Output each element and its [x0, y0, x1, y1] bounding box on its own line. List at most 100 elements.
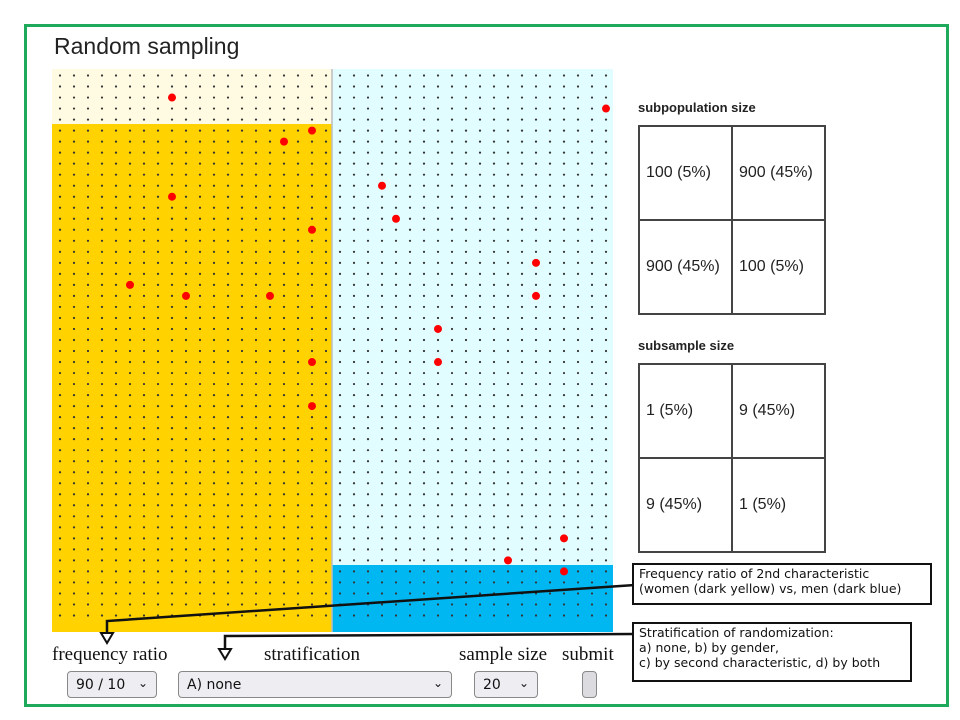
population-individual	[366, 614, 370, 617]
population-individual	[408, 305, 412, 309]
population-individual	[156, 416, 160, 419]
population-individual	[450, 85, 454, 88]
population-individual	[562, 140, 566, 143]
population-individual	[380, 206, 384, 209]
population-individual	[478, 570, 482, 573]
population-individual	[562, 405, 566, 408]
population-individual	[170, 548, 174, 551]
population-individual	[310, 349, 314, 353]
population-individual	[422, 140, 426, 143]
population-individual	[562, 239, 566, 242]
population-individual	[212, 438, 216, 441]
population-individual	[492, 250, 496, 253]
population-individual	[590, 360, 594, 364]
population-individual	[450, 371, 454, 375]
population-individual	[268, 548, 272, 551]
population-individual	[142, 504, 146, 507]
population-individual	[58, 228, 62, 231]
population-individual	[226, 427, 230, 430]
population-individual	[520, 438, 524, 441]
stratification-select[interactable]: A) none ⌄	[178, 671, 452, 698]
population-individual	[464, 559, 468, 562]
population-individual	[86, 482, 90, 485]
population-individual	[324, 129, 328, 132]
sample-size-select[interactable]: 20 ⌄	[474, 671, 538, 698]
population-individual	[170, 305, 174, 309]
subpopulation-cell: 900 (45%)	[638, 219, 733, 315]
population-individual	[100, 471, 104, 474]
population-individual	[114, 471, 118, 474]
population-individual	[394, 162, 398, 165]
population-individual	[142, 294, 146, 297]
population-individual	[128, 581, 132, 584]
population-individual	[534, 592, 538, 595]
population-individual	[324, 294, 328, 297]
population-individual	[114, 416, 118, 419]
population-individual	[604, 228, 608, 231]
population-individual	[380, 294, 384, 297]
population-individual	[492, 570, 496, 573]
population-individual	[352, 393, 356, 397]
population-individual	[184, 173, 188, 176]
population-individual	[254, 382, 258, 386]
population-individual	[310, 371, 314, 375]
population-individual	[142, 592, 146, 595]
population-individual	[226, 438, 230, 441]
population-individual	[394, 272, 398, 275]
population-individual	[380, 118, 384, 121]
population-individual	[492, 471, 496, 474]
population-individual	[506, 96, 510, 99]
population-individual	[464, 184, 468, 187]
population-individual	[366, 316, 370, 320]
population-individual	[72, 592, 76, 595]
population-individual	[198, 151, 202, 154]
population-individual	[394, 371, 398, 375]
population-individual	[604, 85, 608, 88]
population-individual	[254, 603, 258, 606]
population-individual	[548, 393, 552, 397]
population-individual	[380, 173, 384, 176]
population-individual	[436, 570, 440, 573]
population-individual	[324, 283, 328, 286]
population-individual	[268, 449, 272, 452]
sampled-individual	[308, 402, 316, 411]
population-individual	[226, 261, 230, 264]
population-individual	[408, 162, 412, 165]
population-individual	[436, 96, 440, 99]
population-individual	[128, 393, 132, 397]
population-individual	[352, 559, 356, 562]
population-individual	[58, 449, 62, 452]
population-individual	[450, 559, 454, 562]
population-individual	[324, 239, 328, 242]
population-individual	[380, 195, 384, 198]
population-individual	[310, 195, 314, 198]
frequency-ratio-select[interactable]: 90 / 10 ⌄	[67, 671, 157, 698]
sampled-individual	[266, 291, 274, 300]
population-individual	[492, 96, 496, 99]
population-individual	[86, 151, 90, 154]
population-individual	[366, 239, 370, 242]
population-individual	[422, 217, 426, 220]
population-individual	[86, 107, 90, 110]
population-individual	[450, 570, 454, 573]
population-individual	[338, 140, 342, 143]
population-individual	[464, 570, 468, 573]
population-individual	[506, 129, 510, 132]
population-individual	[128, 151, 132, 154]
population-individual	[352, 261, 356, 264]
population-individual	[352, 107, 356, 110]
population-individual	[86, 504, 90, 507]
population-individual	[520, 173, 524, 176]
population-individual	[380, 371, 384, 375]
population-individual	[226, 327, 230, 331]
population-individual	[72, 261, 76, 264]
population-individual	[240, 338, 244, 342]
submit-button[interactable]	[582, 671, 597, 698]
population-individual	[366, 548, 370, 551]
population-individual	[408, 349, 412, 353]
population-individual	[324, 471, 328, 474]
population-individual	[170, 261, 174, 264]
population-individual	[114, 283, 118, 286]
population-individual	[436, 85, 440, 88]
population-individual	[366, 416, 370, 419]
